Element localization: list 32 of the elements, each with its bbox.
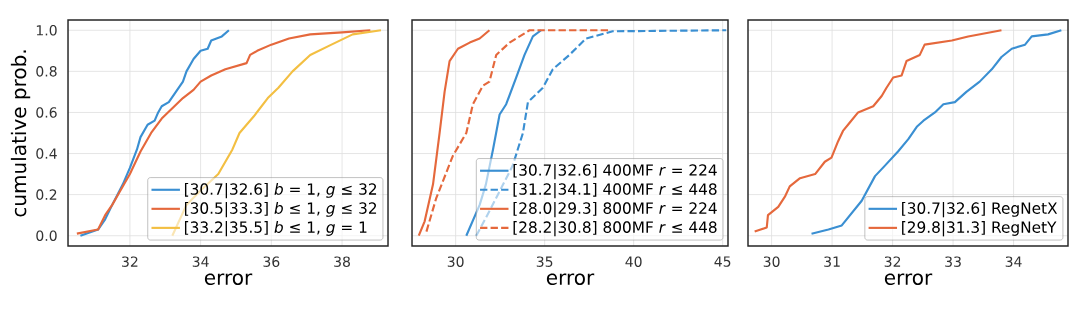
y-tick-label: 0.2 <box>36 189 57 200</box>
x-tick-label: 30 <box>447 256 464 267</box>
legend-label: [30.5|33.3] b ≤ 1, g ≤ 32 <box>184 201 377 218</box>
x-axis-title: error <box>884 273 933 285</box>
legend-label: [28.2|30.8] 800MF r ≤ 448 <box>513 221 717 237</box>
x-tick-label: 40 <box>625 256 642 267</box>
y-axis-title: cumulative prob. <box>10 50 31 217</box>
x-axis-title: error <box>204 273 253 285</box>
x-tick-label: 34 <box>1005 256 1022 267</box>
x-tick-label: 32 <box>884 256 901 267</box>
legend-label: [33.2|35.5] b ≤ 1, g = 1 <box>184 221 367 237</box>
legend-label: [30.7|32.6] b = 1, g ≤ 32 <box>184 182 377 199</box>
legend-label: [30.7|32.6] 400MF r = 224 <box>513 163 717 180</box>
x-tick-label: 32 <box>122 256 138 267</box>
legend-label: [28.0|29.3] 800MF r = 224 <box>513 201 717 218</box>
y-tick-label: 0.4 <box>36 148 57 159</box>
x-tick-label: 31 <box>824 256 840 267</box>
x-tick-label: 34 <box>192 256 209 267</box>
legend-label: [29.8|31.3] RegNetY <box>902 221 1057 237</box>
y-tick-label: 0.0 <box>36 230 57 241</box>
y-tick-label: 0.8 <box>36 66 57 77</box>
x-axis-title: error <box>546 273 595 285</box>
legend-label: [30.7|32.6] RegNetX <box>902 201 1058 218</box>
x-tick-label: 35 <box>536 256 553 267</box>
x-tick-label: 38 <box>334 256 350 267</box>
x-tick-label: 30 <box>763 256 780 267</box>
x-tick-label: 36 <box>263 256 280 267</box>
y-tick-label: 1.0 <box>36 24 57 36</box>
legend-label: [31.2|34.1] 400MF r ≤ 448 <box>513 182 717 199</box>
y-tick-label: 0.6 <box>36 107 57 118</box>
x-tick-label: 45 <box>714 256 731 267</box>
x-tick-label: 33 <box>945 256 961 267</box>
